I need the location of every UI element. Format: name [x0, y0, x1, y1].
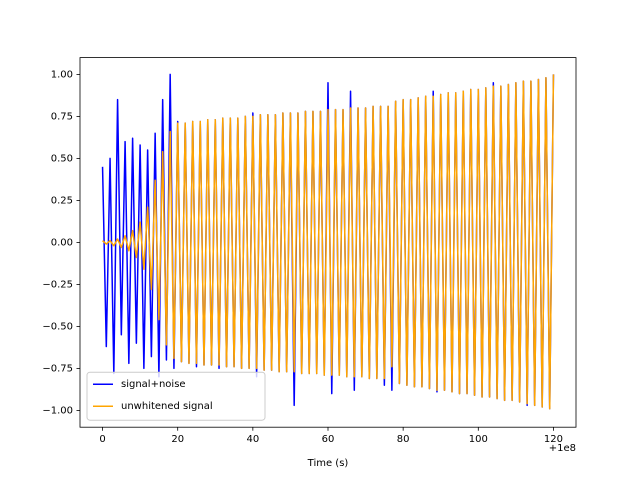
series-line	[102, 74, 555, 410]
y-tick-label: 1.00	[51, 69, 73, 80]
legend-label: unwhitened signal	[121, 401, 213, 412]
y-tick-label: −0.75	[42, 363, 73, 374]
x-axis-label: Time (s)	[307, 458, 349, 469]
x-tick-label: 20	[171, 434, 184, 445]
y-tick-label: −0.50	[42, 321, 73, 332]
x-tick-label: 120	[544, 434, 563, 445]
legend-label: signal+noise	[121, 379, 186, 390]
y-tick-label: 0.00	[51, 237, 73, 248]
x-tick-label: 40	[246, 434, 259, 445]
legend-box	[86, 371, 266, 421]
x-offset-label: +1e8	[549, 443, 576, 454]
y-tick-label: −0.25	[42, 279, 73, 290]
y-tick-label: 0.25	[51, 195, 73, 206]
y-tick-label: 0.50	[51, 153, 73, 164]
y-tick-label: −1.00	[42, 405, 73, 416]
x-tick-label: 60	[322, 434, 335, 445]
x-tick-label: 80	[397, 434, 410, 445]
x-tick-label: 0	[99, 434, 105, 445]
y-tick-label: 0.75	[51, 111, 73, 122]
x-tick-label: 100	[469, 434, 488, 445]
